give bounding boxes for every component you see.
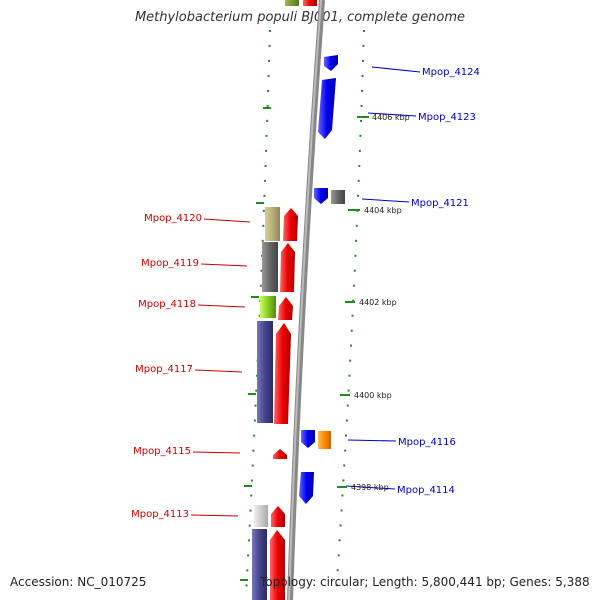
tick-label: 4406 kbp [372,113,410,122]
gene-feature [254,505,268,527]
gene-feature [331,190,345,204]
gene-label[interactable]: Mpop_4120 [144,213,202,224]
gene-feature [283,208,298,241]
gene-label[interactable]: Mpop_4124 [422,67,480,78]
reverse-gene-labels: Mpop_4120 Mpop_4119 Mpop_4118 Mpop_4117 … [131,213,251,520]
minor-ticks [240,107,271,581]
gene-feature [257,321,273,423]
gene-label[interactable]: Mpop_4114 [397,485,455,496]
gene-feature [324,55,338,71]
gene-feature [262,242,278,292]
gene-feature [252,529,267,600]
genome-backbone [287,0,325,600]
gene-feature [260,296,276,318]
gene-feature [280,243,295,292]
tick-label: 4404 kbp [364,206,402,215]
tick-label: 4402 kbp [359,298,397,307]
gene-label[interactable]: Mpop_4121 [411,198,469,209]
gene-feature [301,430,315,448]
forward-gene-labels: Mpop_4124 Mpop_4123 Mpop_4121 Mpop_4116 … [345,66,480,496]
map-title: Methylobacterium populi BJ001, complete … [134,10,466,25]
tick-label: 4400 kbp [354,391,392,400]
gene-label[interactable]: Mpop_4113 [131,509,189,520]
gene-feature [273,449,287,459]
gene-feature [299,472,314,504]
gene-feature [271,506,285,527]
reverse-strand-features [252,207,298,600]
forward-strand-features [299,55,345,504]
gene-feature [285,0,299,6]
gene-label[interactable]: Mpop_4119 [141,258,199,269]
gene-feature [274,323,291,424]
topology-text: Topology: circular; Length: 5,800,441 bp… [260,575,590,589]
gene-label[interactable]: Mpop_4118 [138,299,196,310]
gene-feature [314,188,328,204]
gene-feature [318,78,336,139]
gene-feature [265,207,280,241]
accession-text: Accession: NC_010725 [10,575,147,589]
gene-label[interactable]: Mpop_4115 [133,446,191,457]
tick-label: 4398 kbp [351,483,389,492]
dotted-tracks [245,29,365,596]
gene-feature [303,0,317,6]
gene-feature [270,530,285,600]
gene-label[interactable]: Mpop_4117 [135,364,193,375]
gene-label[interactable]: Mpop_4123 [418,112,476,123]
scale-ticks: 4406 kbp 4404 kbp 4402 kbp 4400 kbp 4398… [337,113,410,492]
gene-label[interactable]: Mpop_4116 [398,437,456,448]
gene-feature [318,431,331,449]
gene-feature [278,297,293,320]
